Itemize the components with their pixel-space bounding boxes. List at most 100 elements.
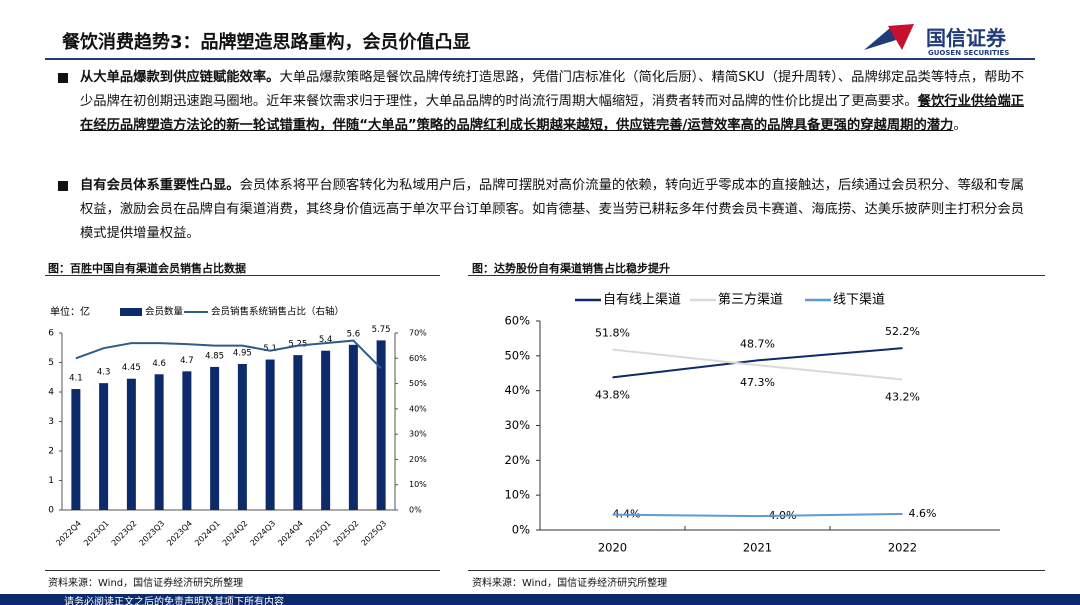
y-tick-label: 0%	[512, 523, 530, 537]
bullet: 从大单品爆款到供应链赋能效率。大单品爆款策略是餐饮品牌传统打造思路，凭借门店标准…	[58, 66, 1035, 138]
bullet-text: 会员体系将平台顾客转化为私域用户后，品牌可摆脱对高价流量的依赖，转向近乎零成本的…	[80, 178, 1025, 241]
y2-tick-label: 70%	[409, 329, 427, 338]
x-tick-label: 2025Q2	[332, 519, 361, 548]
logo-icon	[864, 24, 914, 50]
x-tick-label: 2021	[743, 541, 772, 555]
bullet-lead: 从大单品爆款到供应链赋能效率。	[80, 70, 280, 85]
line-series	[612, 348, 903, 381]
bar-label: 4.7	[180, 356, 194, 366]
unit-label: 单位：亿	[50, 305, 90, 318]
chart-rule	[468, 275, 1045, 276]
y-tick-label: 5	[48, 358, 54, 368]
y-tick-label: 4	[48, 388, 54, 398]
bar	[210, 366, 220, 510]
bar-label: 4.1	[69, 374, 83, 384]
bar	[237, 363, 247, 510]
disclaimer: 请务必阅读正文之后的免责声明及其项下所有内容	[64, 597, 284, 605]
line-series	[612, 512, 903, 518]
legend-swatch	[120, 308, 142, 316]
x-tick-label: 2024Q1	[193, 519, 222, 548]
footer: 请务必阅读正文之后的免责声明及其项下所有内容	[0, 594, 1080, 605]
y-tick-label: 60%	[504, 314, 530, 328]
bar-label: 5.6	[347, 329, 361, 339]
legend-label: 自有线上渠道	[603, 293, 681, 308]
y-tick-label: 3	[48, 417, 54, 427]
y2-tick-label: 30%	[409, 430, 427, 439]
y-tick-label: 0	[48, 506, 54, 516]
x-tick-label: 2023Q2	[110, 519, 139, 548]
x-tick-label: 2022	[888, 541, 917, 555]
page-title: 餐饮消费趋势3：品牌塑造思路重构，会员价值凸显	[62, 32, 471, 53]
data-label: 43.8%	[595, 388, 630, 401]
bar	[182, 371, 192, 510]
y-tick-label: 40%	[504, 383, 530, 397]
bar-label: 5.1	[263, 344, 277, 354]
y2-tick-label: 0%	[409, 506, 422, 515]
bar	[154, 374, 164, 510]
bullet-emphasis: 餐饮行业供给端正在经历品牌塑造方法论的新一轮试错重构，伴随“大单品”策略的品牌红…	[80, 94, 1025, 133]
y-tick-label: 2	[48, 447, 54, 457]
bar-label: 4.3	[97, 368, 111, 378]
data-label: 43.2%	[885, 391, 920, 404]
bullet: 自有会员体系重要性凸显。会员体系将平台顾客转化为私域用户后，品牌可摆脱对高价流量…	[58, 174, 1035, 246]
y-tick-label: 10%	[504, 488, 530, 502]
data-label: 48.7%	[740, 337, 775, 350]
source: 资料来源：Wind，国信证券经济研究所整理	[48, 578, 244, 589]
y2-tick-label: 20%	[409, 455, 427, 464]
y2-tick-label: 50%	[409, 379, 427, 388]
y-tick-label: 6	[48, 329, 54, 339]
y2-tick-label: 60%	[409, 354, 427, 363]
legend-label: 会员数量	[145, 306, 184, 318]
bar-label: 5.25	[288, 340, 307, 350]
x-tick-label: 2023Q4	[165, 519, 194, 548]
y2-tick-label: 10%	[409, 480, 427, 489]
x-tick-label: 2024Q4	[276, 519, 305, 548]
data-label: 52.2%	[885, 325, 920, 338]
x-tick-label: 2023Q1	[82, 519, 111, 548]
y-tick-label: 50%	[504, 348, 530, 362]
data-label: 51.8%	[595, 327, 630, 340]
bar	[376, 340, 386, 510]
source: 资料来源：Wind，国信证券经济研究所整理	[472, 578, 668, 589]
bar	[71, 389, 81, 510]
bar	[265, 359, 275, 510]
chart-rule	[45, 570, 440, 571]
chart-rule	[45, 275, 440, 276]
bar-label: 4.95	[233, 348, 252, 358]
bar	[126, 378, 136, 510]
bar-label: 4.6	[152, 359, 166, 369]
line-series	[75, 339, 382, 370]
y-tick-label: 20%	[504, 453, 530, 467]
x-tick-label: 2023Q3	[137, 519, 166, 548]
x-tick-label: 2025Q1	[304, 519, 333, 548]
bar-label: 5.4	[319, 335, 333, 345]
chart-title: 图：百胜中国自有渠道会员销售占比数据	[48, 262, 246, 275]
bullet-tail: 。	[953, 118, 967, 133]
data-label: 47.3%	[740, 376, 775, 389]
bar	[348, 344, 358, 510]
bar-label: 4.85	[205, 351, 224, 361]
legend-label: 会员销售系统销售占比（右轴）	[211, 306, 344, 318]
legend-label: 第三方渠道	[718, 292, 783, 308]
logo-name: 国信证券	[926, 26, 1006, 50]
x-tick-label: 2025Q3	[359, 519, 388, 548]
x-tick-label: 2024Q2	[221, 519, 250, 548]
y-tick-label: 30%	[504, 418, 530, 432]
x-tick-label: 2020	[598, 541, 627, 555]
bar	[321, 350, 331, 510]
y-tick-label: 1	[48, 476, 54, 486]
bullet-text: 大单品爆款策略是餐饮品牌传统打造思路，凭借门店标准化（简化后厨）、精简SKU（提…	[80, 70, 1025, 109]
header-rule	[45, 58, 1035, 60]
x-tick-label: 2022Q4	[54, 519, 83, 548]
logo-en: GUOSEN SECURITIES	[928, 49, 1010, 57]
bar	[99, 383, 109, 510]
chart-rule	[468, 570, 1045, 571]
bar-label: 4.45	[122, 363, 141, 373]
data-label: 4.6%	[909, 507, 937, 520]
line-series	[612, 347, 903, 379]
bullet-lead: 自有会员体系重要性凸显。	[80, 178, 240, 193]
bar-label: 5.75	[372, 325, 391, 335]
chart-title: 图：达势股份自有渠道销售占比稳步提升	[472, 262, 670, 275]
